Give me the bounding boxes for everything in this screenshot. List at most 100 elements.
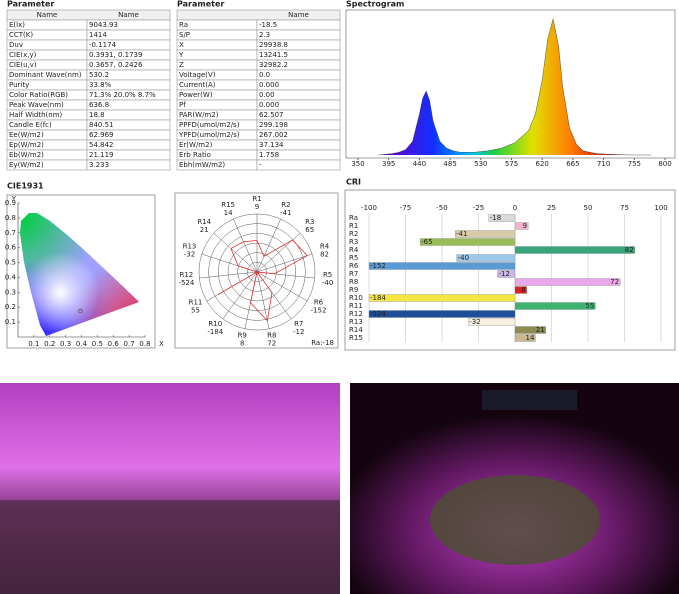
cell-text: Duv [9,41,23,49]
table-title: Parameter [7,0,54,9]
y-tick-label: 0.3 [5,288,16,296]
table-cell [176,49,258,61]
y-tick-label: 0.5 [5,259,16,267]
polar-value: -184 [207,328,223,336]
polar-label: R6 [314,299,324,307]
y-tick-label: 0.2 [5,303,16,311]
cell-text: 2.3 [259,31,270,39]
category-label: R9 [349,286,358,294]
cell-text: X [179,41,184,49]
polar-value: 65 [305,226,314,234]
cell-text: 71.3% 20.0% 8.7% [89,91,156,99]
cell-text: 1.758 [259,151,279,159]
table-cell [176,99,258,111]
value-label: -184 [370,294,386,302]
category-label: R11 [349,302,363,310]
x-tick-label: 800 [658,160,671,168]
polar-value: -32 [184,251,195,259]
polar-label: R15 [221,201,235,209]
cell-text: Candle E(fc) [9,121,52,129]
cell-text: 37.134 [259,141,284,149]
category-label: R13 [349,318,363,326]
cell-text: Color Ratio(RGB) [9,91,68,99]
category-label: R14 [349,326,363,334]
polar-value: 72 [267,339,276,347]
polar-label: R10 [208,320,222,328]
x-tick-label: 440 [413,160,426,168]
bar [368,294,516,302]
x-tick-label: 0.7 [124,340,135,348]
bar [454,230,516,238]
x-tick-label: 575 [505,160,518,168]
cell-text: PPFD(umol/m2/s) [179,121,240,129]
bar [514,246,635,254]
bar [514,326,546,334]
bar [514,278,621,286]
x-tick-label: 0.4 [76,340,88,348]
x-tick-label: 665 [566,160,579,168]
cell-text: 33.8% [89,81,112,89]
cell-text: -18.5 [259,21,277,29]
table-title: Parameter [177,0,224,9]
cell-text: Erb Ratio [179,151,211,159]
polar-label: R8 [267,331,276,339]
table-cell [176,19,258,31]
polar-spoke [256,233,301,273]
cell-text: 54.842 [89,141,114,149]
value-label: -152 [370,262,386,270]
category-label: R7 [349,270,358,278]
cell-text: 0.000 [259,81,279,89]
cell-text: 3.233 [89,161,109,169]
category-label: R3 [349,238,358,246]
value-label: -40 [458,254,469,262]
cell-text: YPFD(umol/m2/s) [178,131,240,139]
bar [514,222,529,230]
polar-spoke [233,218,258,273]
cell-text: 32982.2 [259,61,288,69]
value-label: 8 [521,286,525,294]
y-tick-label: 0.7 [5,229,16,237]
cell-text: Half Width(nm) [9,111,63,119]
table-cell [86,159,171,171]
value-label: 21 [536,326,545,334]
lamp [482,390,577,410]
polar-value: 9 [255,203,259,211]
x-tick-label: -100 [361,204,377,212]
photo-plants [0,500,340,594]
x-tick-label: 350 [351,160,364,168]
cell-text: PAR(W/m2) [179,111,219,119]
polar-spoke [256,271,308,302]
cell-text: 1414 [89,31,107,39]
polar-label: R14 [197,218,211,226]
polar-value: -524 [178,279,194,287]
value-label: 9 [523,222,527,230]
cell-text: CCT(K) [9,31,33,39]
cell-text: 0.3657, 0.2426 [89,61,143,69]
table-cell [176,39,258,51]
cell-text: Eb(W/m2) [9,151,44,159]
cell-text: 530.2 [89,71,109,79]
category-label: Ra [349,214,358,222]
polar-value: 82 [320,251,329,259]
cell-text: Ep(W/m2) [9,141,44,149]
polar-spoke [256,218,281,273]
polar-label: R2 [281,201,290,209]
bar [514,302,596,310]
cell-text: Z [179,61,184,69]
cell-text: 0.0 [259,71,270,79]
value-label: -18 [490,214,501,222]
polar-note: Ra:-18 [311,339,334,347]
cell-text: Ra [179,21,188,29]
polar-spoke [222,271,258,320]
table-cell [176,59,258,71]
cell-text: 0.00 [259,91,275,99]
x-tick-label: 0.1 [28,340,39,348]
chart-title: CRI [346,178,361,187]
polar-value: 14 [224,209,233,217]
value-label: -32 [469,318,480,326]
polar-label: R12 [179,271,193,279]
cell-text: Power(W) [179,91,213,99]
x-tick-label: 0.8 [139,340,150,348]
category-label: R12 [349,310,363,318]
cell-text: Er(W/m2) [179,141,213,149]
